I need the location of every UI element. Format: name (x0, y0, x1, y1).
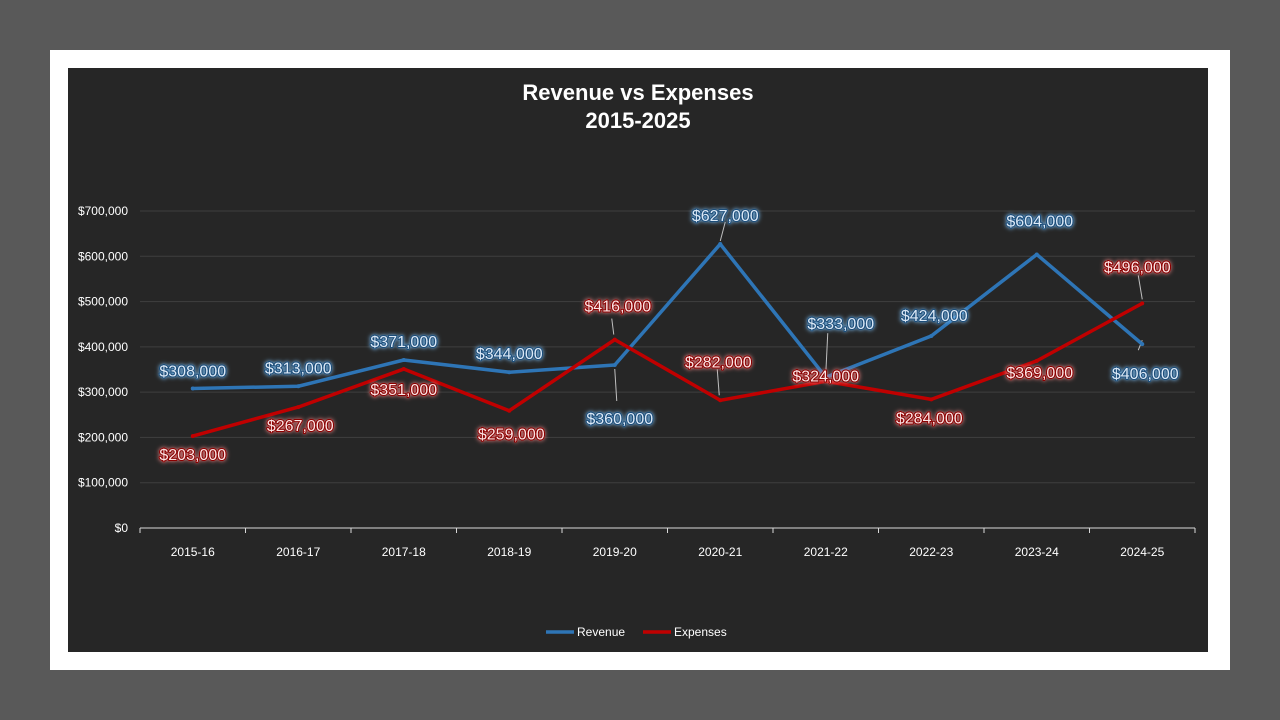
data-point-expenses (929, 397, 934, 402)
y-tick-label: $300,000 (78, 385, 128, 399)
label-leader-line (1137, 275, 1143, 300)
data-label-revenue: $333,000 (807, 316, 874, 333)
label-leader-line (716, 369, 720, 396)
x-tick-label: 2019-20 (593, 545, 637, 559)
data-point-revenue (612, 362, 617, 367)
line-chart: $0 $100,000 $200,000 $300,000 $400,000 $500,0… (78, 204, 1196, 639)
chart-title: Revenue vs Expenses (522, 80, 754, 105)
x-tick-label: 2018-19 (487, 545, 531, 559)
chart-area: Revenue vs Expenses 2015-2025 $0 $100,000 (68, 68, 1208, 652)
data-point-revenue (190, 386, 195, 391)
data-label-revenue: $604,000 (1006, 213, 1073, 230)
data-point-expenses (190, 434, 195, 439)
data-point-expenses (612, 337, 617, 342)
data-point-revenue (823, 375, 828, 380)
data-point-expenses (823, 379, 828, 384)
data-label-expenses: $203,000 (159, 447, 226, 464)
data-label-revenue: $406,000 (1112, 366, 1179, 383)
data-point-revenue (401, 357, 406, 362)
x-tick-label: 2015-16 (171, 545, 215, 559)
data-label-expenses: $496,000 (1104, 259, 1171, 276)
x-tick-label: 2022-23 (909, 545, 953, 559)
data-label-revenue: $308,000 (159, 364, 226, 381)
data-label-revenue: $360,000 (586, 411, 653, 428)
legend-item-revenue[interactable]: Revenue (546, 625, 625, 639)
y-tick-label: $400,000 (78, 340, 128, 354)
data-point-expenses (1140, 301, 1145, 306)
y-tick-label: $500,000 (78, 295, 128, 309)
chart-subtitle: 2015-2025 (585, 108, 691, 133)
data-label-expenses: $324,000 (792, 368, 859, 385)
x-tick-label: 2020-21 (698, 545, 742, 559)
data-label-expenses: $351,000 (370, 382, 437, 399)
legend-label: Expenses (674, 625, 727, 639)
data-label-expenses: $416,000 (584, 299, 651, 316)
data-label-revenue: $627,000 (692, 208, 759, 225)
data-point-expenses (296, 405, 301, 410)
data-point-expenses (507, 408, 512, 413)
data-label-expenses: $284,000 (896, 410, 963, 427)
y-tick-label: $0 (115, 521, 129, 535)
y-tick-label: $600,000 (78, 249, 128, 263)
data-label-revenue: $371,000 (370, 334, 437, 351)
x-tick-label: 2023-24 (1015, 545, 1059, 559)
label-leader-line (719, 221, 726, 242)
data-point-revenue (507, 370, 512, 375)
x-tick-label: 2021-22 (804, 545, 848, 559)
series-line-revenue (191, 242, 1144, 391)
label-leader-line (614, 368, 618, 402)
x-tick-label: 2024-25 (1120, 545, 1164, 559)
data-point-revenue (929, 333, 934, 338)
y-tick-label: $200,000 (78, 430, 128, 444)
data-label-expenses: $282,000 (685, 354, 752, 371)
label-leader-line (825, 333, 829, 375)
data-label-expenses: $259,000 (478, 427, 545, 444)
data-point-revenue (296, 384, 301, 389)
x-tick-label: 2016-17 (276, 545, 320, 559)
data-label-revenue: $424,000 (901, 308, 968, 325)
y-tick-label: $100,000 (78, 476, 128, 490)
data-label-expenses: $369,000 (1006, 365, 1073, 382)
chart-frame: Revenue vs Expenses 2015-2025 $0 $100,000 (50, 50, 1230, 670)
data-point-revenue (1034, 252, 1039, 257)
legend-label: Revenue (577, 625, 625, 639)
data-label-expenses: $267,000 (267, 418, 334, 435)
data-label-revenue: $344,000 (476, 346, 543, 363)
data-point-expenses (718, 398, 723, 403)
series-line-expenses (191, 301, 1144, 438)
legend-item-expenses[interactable]: Expenses (643, 625, 727, 639)
y-tick-label: $700,000 (78, 204, 128, 218)
data-point-expenses (401, 367, 406, 372)
x-tick-label: 2017-18 (382, 545, 426, 559)
data-point-expenses (1034, 358, 1039, 363)
data-label-revenue: $313,000 (265, 360, 332, 377)
label-leader-line (611, 318, 615, 335)
data-point-revenue (1140, 342, 1145, 347)
data-point-revenue (718, 242, 723, 247)
